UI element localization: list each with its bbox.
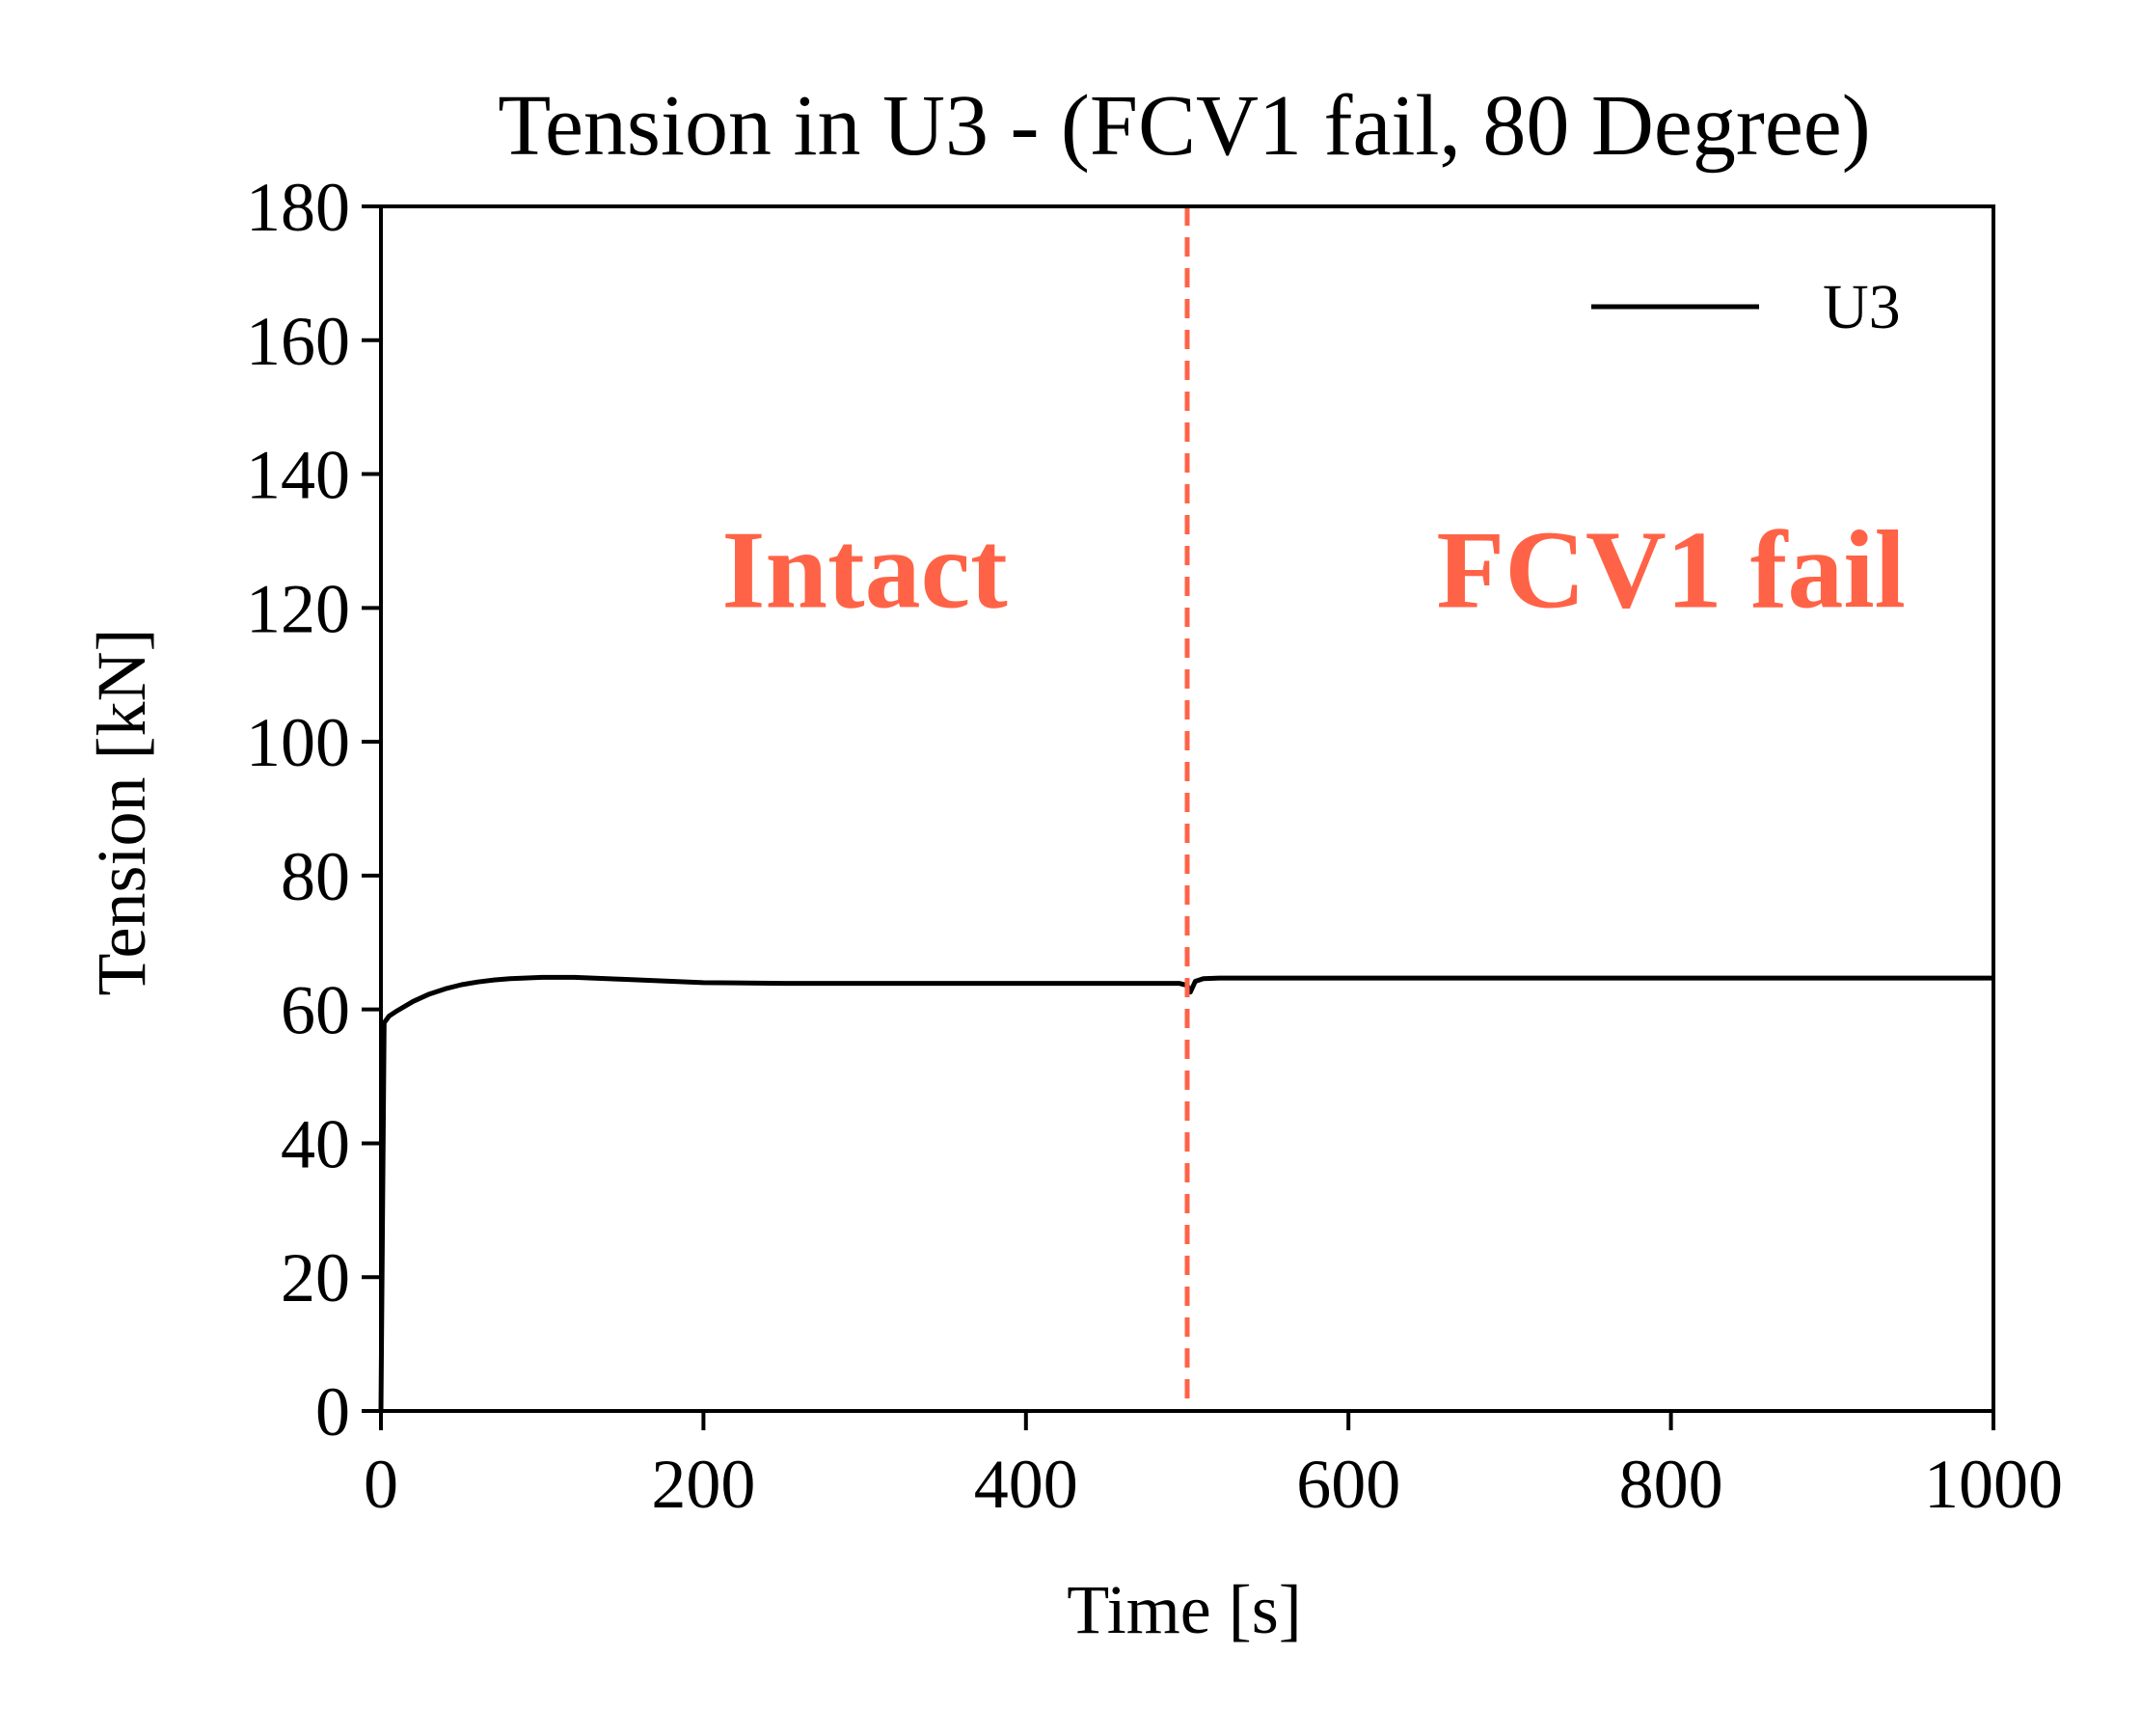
- series-line-u3: [378, 974, 1993, 1412]
- y-tick-label: 40: [281, 1105, 350, 1182]
- x-tick-label: 600: [1296, 1446, 1400, 1523]
- plot-frame: [379, 204, 1995, 1413]
- y-tick-label: 100: [246, 704, 350, 781]
- y-tick-label: 120: [246, 570, 350, 647]
- x-axis-label: Time [s]: [1067, 1571, 1301, 1648]
- y-tick-label: 160: [246, 303, 350, 380]
- x-axis: 0 200 400 600 800 1000: [364, 1411, 2063, 1523]
- legend: U3: [1591, 272, 1901, 342]
- annotation-intact: Intact: [721, 509, 1008, 633]
- x-tick-label: 400: [974, 1446, 1078, 1523]
- y-tick-label: 80: [281, 838, 350, 915]
- y-tick-label: 0: [315, 1373, 350, 1451]
- y-tick-label: 180: [246, 169, 350, 246]
- x-tick-label: 1000: [1924, 1446, 2063, 1523]
- y-axis-label: Tension [kN]: [83, 629, 160, 996]
- chart-title: Tension in U3 - (FCV1 fail, 80 Degree): [498, 78, 1870, 174]
- plot-area: [378, 204, 1995, 1413]
- x-tick-label: 0: [364, 1446, 398, 1523]
- y-tick-label: 20: [281, 1239, 350, 1316]
- y-tick-label: 60: [281, 972, 350, 1049]
- y-tick-label: 140: [246, 437, 350, 514]
- x-tick-label: 200: [651, 1446, 755, 1523]
- legend-label-u3: U3: [1823, 272, 1901, 342]
- x-tick-label: 800: [1619, 1446, 1723, 1523]
- y-axis: 0 20 40 60 80 100 120 140 160 180: [246, 169, 381, 1451]
- annotation-fcv1-fail: FCV1 fail: [1436, 509, 1906, 633]
